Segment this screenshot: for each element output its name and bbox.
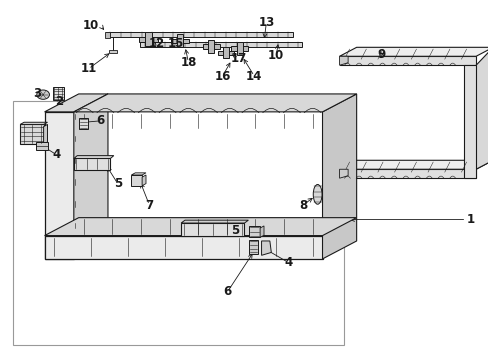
Polygon shape xyxy=(339,56,475,65)
Bar xyxy=(109,50,117,53)
Polygon shape xyxy=(339,47,488,56)
Polygon shape xyxy=(43,125,47,144)
Text: 8: 8 xyxy=(298,199,306,212)
Polygon shape xyxy=(181,223,244,235)
Polygon shape xyxy=(74,94,356,112)
Polygon shape xyxy=(44,235,322,259)
Text: 14: 14 xyxy=(245,69,262,82)
Text: 12: 12 xyxy=(148,36,164,50)
Text: 17: 17 xyxy=(230,51,246,64)
Text: 3: 3 xyxy=(33,87,41,100)
Bar xyxy=(13,101,344,345)
Text: 18: 18 xyxy=(180,56,196,69)
Text: 6: 6 xyxy=(223,285,231,298)
Polygon shape xyxy=(139,37,158,41)
Text: 16: 16 xyxy=(214,69,230,82)
Polygon shape xyxy=(236,42,242,55)
Text: 5: 5 xyxy=(113,177,122,190)
Polygon shape xyxy=(218,51,233,55)
Polygon shape xyxy=(339,160,488,169)
Polygon shape xyxy=(261,241,271,255)
Polygon shape xyxy=(339,169,475,178)
Polygon shape xyxy=(475,47,488,169)
Bar xyxy=(79,118,88,129)
Polygon shape xyxy=(44,112,74,259)
Polygon shape xyxy=(463,65,475,178)
Polygon shape xyxy=(74,94,108,259)
Text: 5: 5 xyxy=(230,224,238,237)
Polygon shape xyxy=(145,32,152,46)
Polygon shape xyxy=(339,56,347,65)
Polygon shape xyxy=(44,94,108,112)
Polygon shape xyxy=(322,94,356,259)
Polygon shape xyxy=(74,158,110,170)
Text: 10: 10 xyxy=(82,19,99,32)
Bar xyxy=(131,175,142,186)
Polygon shape xyxy=(208,40,214,53)
Polygon shape xyxy=(20,122,47,125)
Text: 11: 11 xyxy=(80,62,97,75)
Polygon shape xyxy=(181,220,248,223)
Polygon shape xyxy=(177,35,183,47)
Text: 7: 7 xyxy=(145,199,153,212)
Circle shape xyxy=(37,90,49,99)
Bar xyxy=(20,125,43,144)
Polygon shape xyxy=(74,156,114,158)
Polygon shape xyxy=(260,226,264,237)
Text: 10: 10 xyxy=(267,49,284,62)
Bar xyxy=(249,240,258,253)
Polygon shape xyxy=(230,46,248,51)
Polygon shape xyxy=(223,47,228,58)
Text: 4: 4 xyxy=(284,256,292,269)
Text: 4: 4 xyxy=(53,148,61,161)
Text: 15: 15 xyxy=(168,36,184,50)
Polygon shape xyxy=(339,169,347,178)
Bar xyxy=(249,226,260,237)
Text: 13: 13 xyxy=(258,16,274,29)
Polygon shape xyxy=(171,39,188,43)
Ellipse shape xyxy=(313,184,322,204)
Bar xyxy=(104,32,110,38)
Polygon shape xyxy=(44,218,356,235)
Bar xyxy=(36,142,48,149)
Bar xyxy=(53,87,63,100)
Text: 6: 6 xyxy=(96,114,104,127)
Text: 2: 2 xyxy=(55,95,63,108)
Text: 1: 1 xyxy=(466,213,473,226)
Polygon shape xyxy=(131,173,146,175)
Polygon shape xyxy=(202,44,220,49)
Polygon shape xyxy=(142,175,146,186)
Text: 9: 9 xyxy=(376,48,385,61)
Polygon shape xyxy=(140,42,302,46)
Polygon shape xyxy=(105,32,293,37)
